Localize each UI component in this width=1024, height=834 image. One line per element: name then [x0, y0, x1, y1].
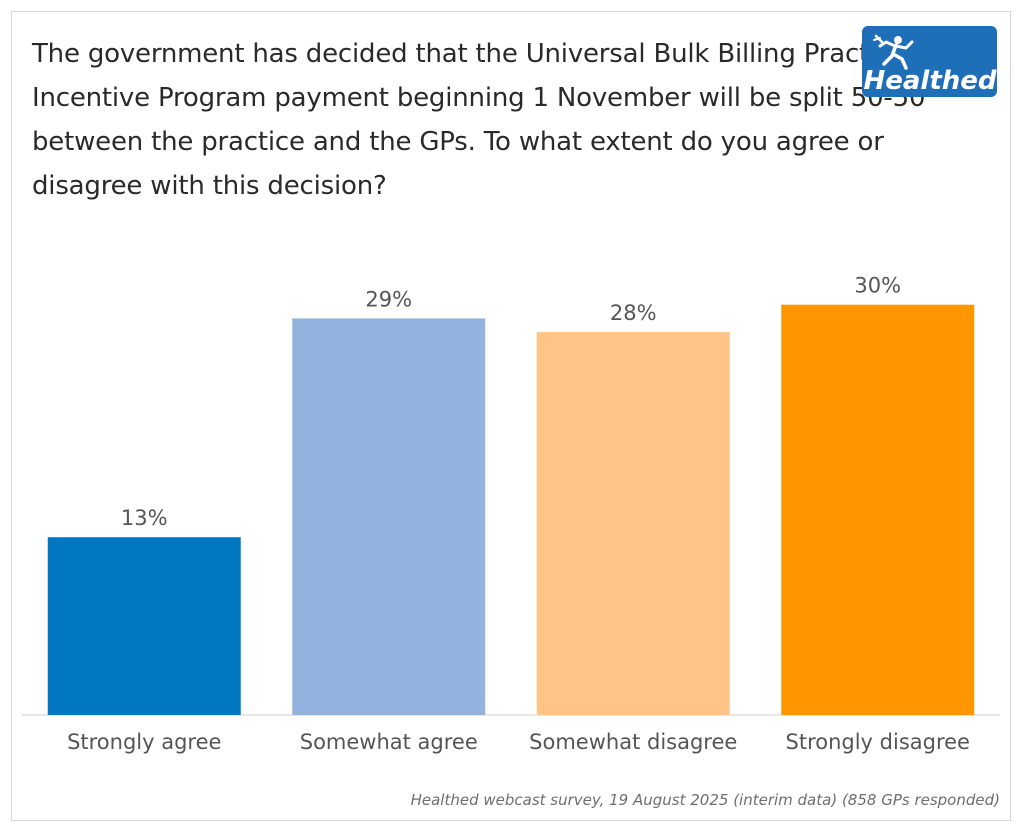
data-label: 13%	[121, 506, 168, 530]
bar-somewhat-agree	[292, 318, 486, 715]
category-tick-label: Strongly disagree	[786, 730, 970, 754]
source-footnote: Healthed webcast survey, 19 August 2025 …	[410, 791, 1000, 809]
bar-strongly-disagree	[781, 304, 975, 715]
data-label: 30%	[854, 274, 901, 298]
runner-figure-icon: Healthed	[862, 26, 997, 97]
bar-somewhat-disagree	[536, 332, 730, 715]
logo-text: Healthed	[863, 66, 996, 96]
bars-layer: 13% Strongly agree 29% Somewhat agree 28% Som…	[47, 274, 975, 754]
category-tick-label: Somewhat agree	[300, 730, 478, 754]
category-tick-label: Somewhat disagree	[529, 730, 737, 754]
data-label: 29%	[365, 287, 412, 311]
category-tick-label: Strongly agree	[67, 730, 221, 754]
chart-title: The government has decided that the Univ…	[32, 39, 926, 201]
bar-strongly-agree	[47, 537, 241, 715]
data-label: 28%	[610, 301, 657, 325]
healthed-logo: Healthed	[862, 26, 997, 97]
